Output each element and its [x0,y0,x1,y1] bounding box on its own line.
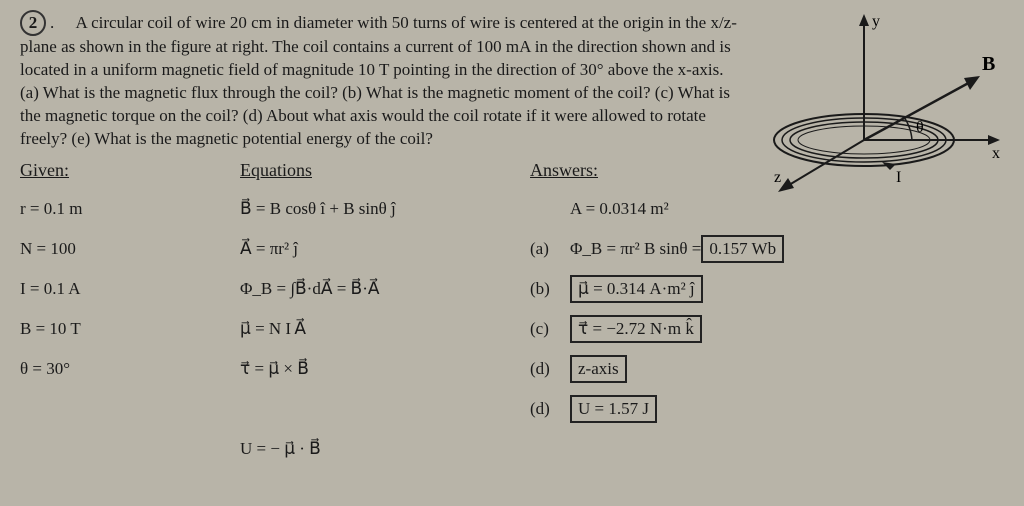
answer-row: (d) z-axis [530,349,1020,389]
b-vector-label: B [982,53,995,75]
answer-box: U = 1.57 J [570,395,657,423]
given-item: θ = 30° [20,349,180,389]
equation-row: A⃗ = πr² ĵ [240,229,540,269]
equation-row: B⃗ = B cosθ î + B sinθ ĵ [240,189,540,229]
answer-pre: A = 0.0314 m² [570,199,669,219]
problem-number: 2 [20,10,46,36]
answer-label: (b) [530,279,570,299]
equation-row: Φ_B = ∫B⃗·dA⃗ = B⃗·A⃗ [240,269,540,309]
answer-box: μ⃗ = 0.314 A·m² ĵ [570,275,703,303]
given-item: B = 10 T [20,309,180,349]
problem-statement: 2. A circular coil of wire 20 cm in diam… [20,10,740,151]
given-item: N = 100 [20,229,180,269]
answer-row: (c) τ⃗ = −2.72 N·m k̂ [530,309,1020,349]
given-item: I = 0.1 A [20,269,180,309]
answer-label: (d) [530,399,570,419]
equations-title: Equations [240,160,312,181]
axis-y-label: y [872,13,880,30]
given-column: Given: r = 0.1 m N = 100 I = 0.1 A B = 1… [20,159,180,389]
equation-row: τ⃗ = μ⃗ × B⃗ [240,349,540,389]
answer-box: τ⃗ = −2.72 N·m k̂ [570,315,702,343]
equation-row: μ⃗ = N I A⃗ [240,309,540,349]
answer-label: (d) [530,359,570,379]
equations-column: Equations B⃗ = B cosθ î + B sinθ ĵ A⃗ = … [240,159,540,469]
problem-body: A circular coil of wire 20 cm in diamete… [20,13,737,148]
answer-row: (a) Φ_B = πr² B sinθ = 0.157 Wb [530,229,1020,269]
given-title: Given: [20,160,69,181]
answer-row: (d) U = 1.57 J [530,389,1020,429]
answers-column: Answers: A = 0.0314 m² (a) Φ_B = πr² B s… [530,159,1020,429]
answer-pre: Φ_B = πr² B sinθ = [570,239,701,259]
equation-row [240,389,540,429]
answer-box: z-axis [570,355,627,383]
answer-box: 0.157 Wb [701,235,784,263]
answer-row: A = 0.0314 m² [530,189,1020,229]
answer-label: (c) [530,319,570,339]
answers-title: Answers: [530,160,598,181]
answer-row: (b) μ⃗ = 0.314 A·m² ĵ [530,269,1020,309]
given-item: r = 0.1 m [20,189,180,229]
equation-row: U = − μ⃗ · B⃗ [240,429,540,469]
theta-label: θ [916,119,924,136]
answer-label: (a) [530,239,570,259]
